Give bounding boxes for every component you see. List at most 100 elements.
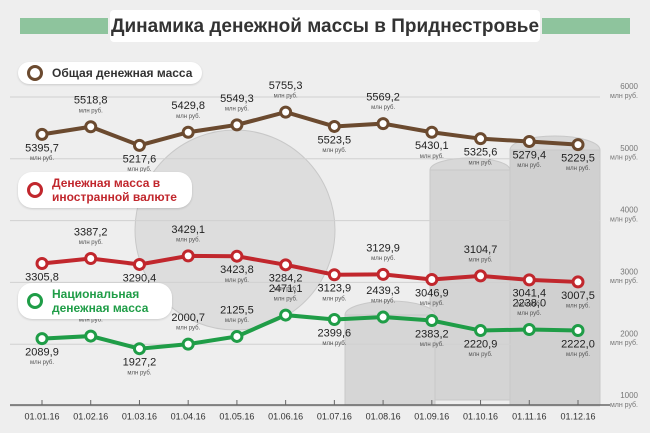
value-label: 3305,8 bbox=[25, 271, 59, 283]
value-label: 5523,5 bbox=[318, 134, 352, 146]
value-label: 2238,0 bbox=[512, 297, 546, 309]
value-unit: млн руб. bbox=[469, 258, 493, 264]
value-unit: млн руб. bbox=[517, 311, 541, 317]
series-line bbox=[41, 110, 579, 148]
value-unit: млн руб. bbox=[469, 160, 493, 166]
point bbox=[84, 251, 98, 265]
value-label: 5217,6 bbox=[123, 153, 157, 165]
y-tick-unit: млн руб. bbox=[610, 215, 638, 223]
value-label: 3104,7 bbox=[464, 244, 498, 256]
y-tick-label: 4000 bbox=[620, 206, 638, 215]
point bbox=[522, 322, 536, 336]
value-label: 5229,5 bbox=[561, 153, 595, 165]
chart-title: Динамика денежной массы в Приднестровье bbox=[111, 16, 539, 37]
point bbox=[376, 267, 390, 281]
value-unit: млн руб. bbox=[225, 318, 249, 324]
point bbox=[230, 118, 244, 132]
point bbox=[35, 257, 49, 271]
value-unit: млн руб. bbox=[469, 352, 493, 358]
legend-label: Национальная денежная масса bbox=[52, 287, 149, 315]
value-label: 5430,1 bbox=[415, 140, 449, 152]
value-unit: млн руб. bbox=[420, 342, 444, 348]
x-tick-label: 01.06.16 bbox=[268, 411, 303, 421]
value-label: 3123,9 bbox=[318, 283, 352, 295]
legend-label: Общая денежная масса bbox=[52, 66, 193, 80]
y-tick-unit: млн руб. bbox=[610, 92, 638, 100]
value-label: 3429,1 bbox=[171, 224, 205, 236]
value-label: 3284,2 bbox=[269, 273, 303, 285]
value-label: 2399,6 bbox=[318, 327, 352, 339]
x-tick-label: 01.08.16 bbox=[366, 411, 401, 421]
value-label: 1927,2 bbox=[123, 357, 157, 369]
point bbox=[327, 268, 341, 282]
point bbox=[132, 342, 146, 356]
x-tick-label: 01.07.16 bbox=[317, 411, 352, 421]
value-unit: млн руб. bbox=[371, 256, 395, 262]
point bbox=[327, 119, 341, 133]
x-tick-label: 01.03.16 bbox=[122, 411, 157, 421]
value-label: 2471,1 bbox=[269, 283, 303, 295]
point bbox=[279, 308, 293, 322]
value-label: 5395,7 bbox=[25, 142, 59, 154]
y-tick-label: 3000 bbox=[620, 268, 638, 277]
y-tick-label: 6000 bbox=[620, 82, 638, 91]
x-tick-label: 01.10.16 bbox=[463, 411, 498, 421]
value-unit: млн руб. bbox=[517, 163, 541, 169]
value-label: 5569,2 bbox=[366, 92, 400, 104]
point bbox=[425, 125, 439, 139]
value-unit: млн руб. bbox=[371, 105, 395, 111]
x-tick-label: 01.11.16 bbox=[512, 411, 546, 421]
value-unit: млн руб. bbox=[225, 106, 249, 112]
y-tick-label: 2000 bbox=[620, 329, 638, 338]
value-unit: млн руб. bbox=[79, 108, 103, 114]
value-unit: млн руб. bbox=[566, 352, 590, 358]
point bbox=[84, 120, 98, 134]
y-tick-unit: млн руб. bbox=[610, 277, 638, 285]
value-label: 3041,4 bbox=[512, 288, 546, 300]
point bbox=[230, 329, 244, 343]
value-label: 5279,4 bbox=[512, 149, 546, 161]
value-label: 2222,0 bbox=[561, 338, 595, 350]
point bbox=[35, 127, 49, 141]
value-unit: млн руб. bbox=[517, 301, 541, 307]
y-tick-unit: млн руб. bbox=[610, 401, 638, 409]
point bbox=[181, 249, 195, 263]
point bbox=[571, 138, 585, 152]
value-unit: млн руб. bbox=[322, 148, 346, 154]
value-unit: млн руб. bbox=[566, 304, 590, 310]
point bbox=[571, 323, 585, 337]
series-line bbox=[41, 253, 579, 284]
value-unit: млн руб. bbox=[420, 154, 444, 160]
value-unit: млн руб. bbox=[322, 296, 346, 302]
value-label: 3129,9 bbox=[366, 242, 400, 254]
point bbox=[132, 138, 146, 152]
point bbox=[571, 275, 585, 289]
value-unit: млн руб. bbox=[274, 286, 298, 292]
point bbox=[327, 313, 341, 327]
value-label: 5325,6 bbox=[464, 147, 498, 159]
value-unit: млн руб. bbox=[30, 156, 54, 162]
legend-item: Общая денежная масса bbox=[18, 62, 203, 84]
value-unit: млн руб. bbox=[566, 166, 590, 172]
value-unit: млн руб. bbox=[79, 240, 103, 246]
value-unit: млн руб. bbox=[30, 360, 54, 366]
value-label: 5755,3 bbox=[269, 80, 303, 92]
value-unit: млн руб. bbox=[322, 341, 346, 347]
value-label: 3046,9 bbox=[415, 287, 449, 299]
x-tick-label: 01.02.16 bbox=[73, 411, 108, 421]
point bbox=[425, 314, 439, 328]
point bbox=[522, 273, 536, 287]
value-unit: млн руб. bbox=[420, 301, 444, 307]
point bbox=[425, 273, 439, 287]
value-label: 3007,5 bbox=[561, 290, 595, 302]
point bbox=[474, 324, 488, 338]
coins-decoration bbox=[134, 129, 601, 406]
value-label: 3387,2 bbox=[74, 226, 108, 238]
point bbox=[181, 125, 195, 139]
x-tick-label: 01.04.16 bbox=[171, 411, 206, 421]
point bbox=[522, 135, 536, 149]
value-unit: млн руб. bbox=[274, 297, 298, 303]
value-label: 2439,3 bbox=[366, 285, 400, 297]
point bbox=[376, 117, 390, 131]
